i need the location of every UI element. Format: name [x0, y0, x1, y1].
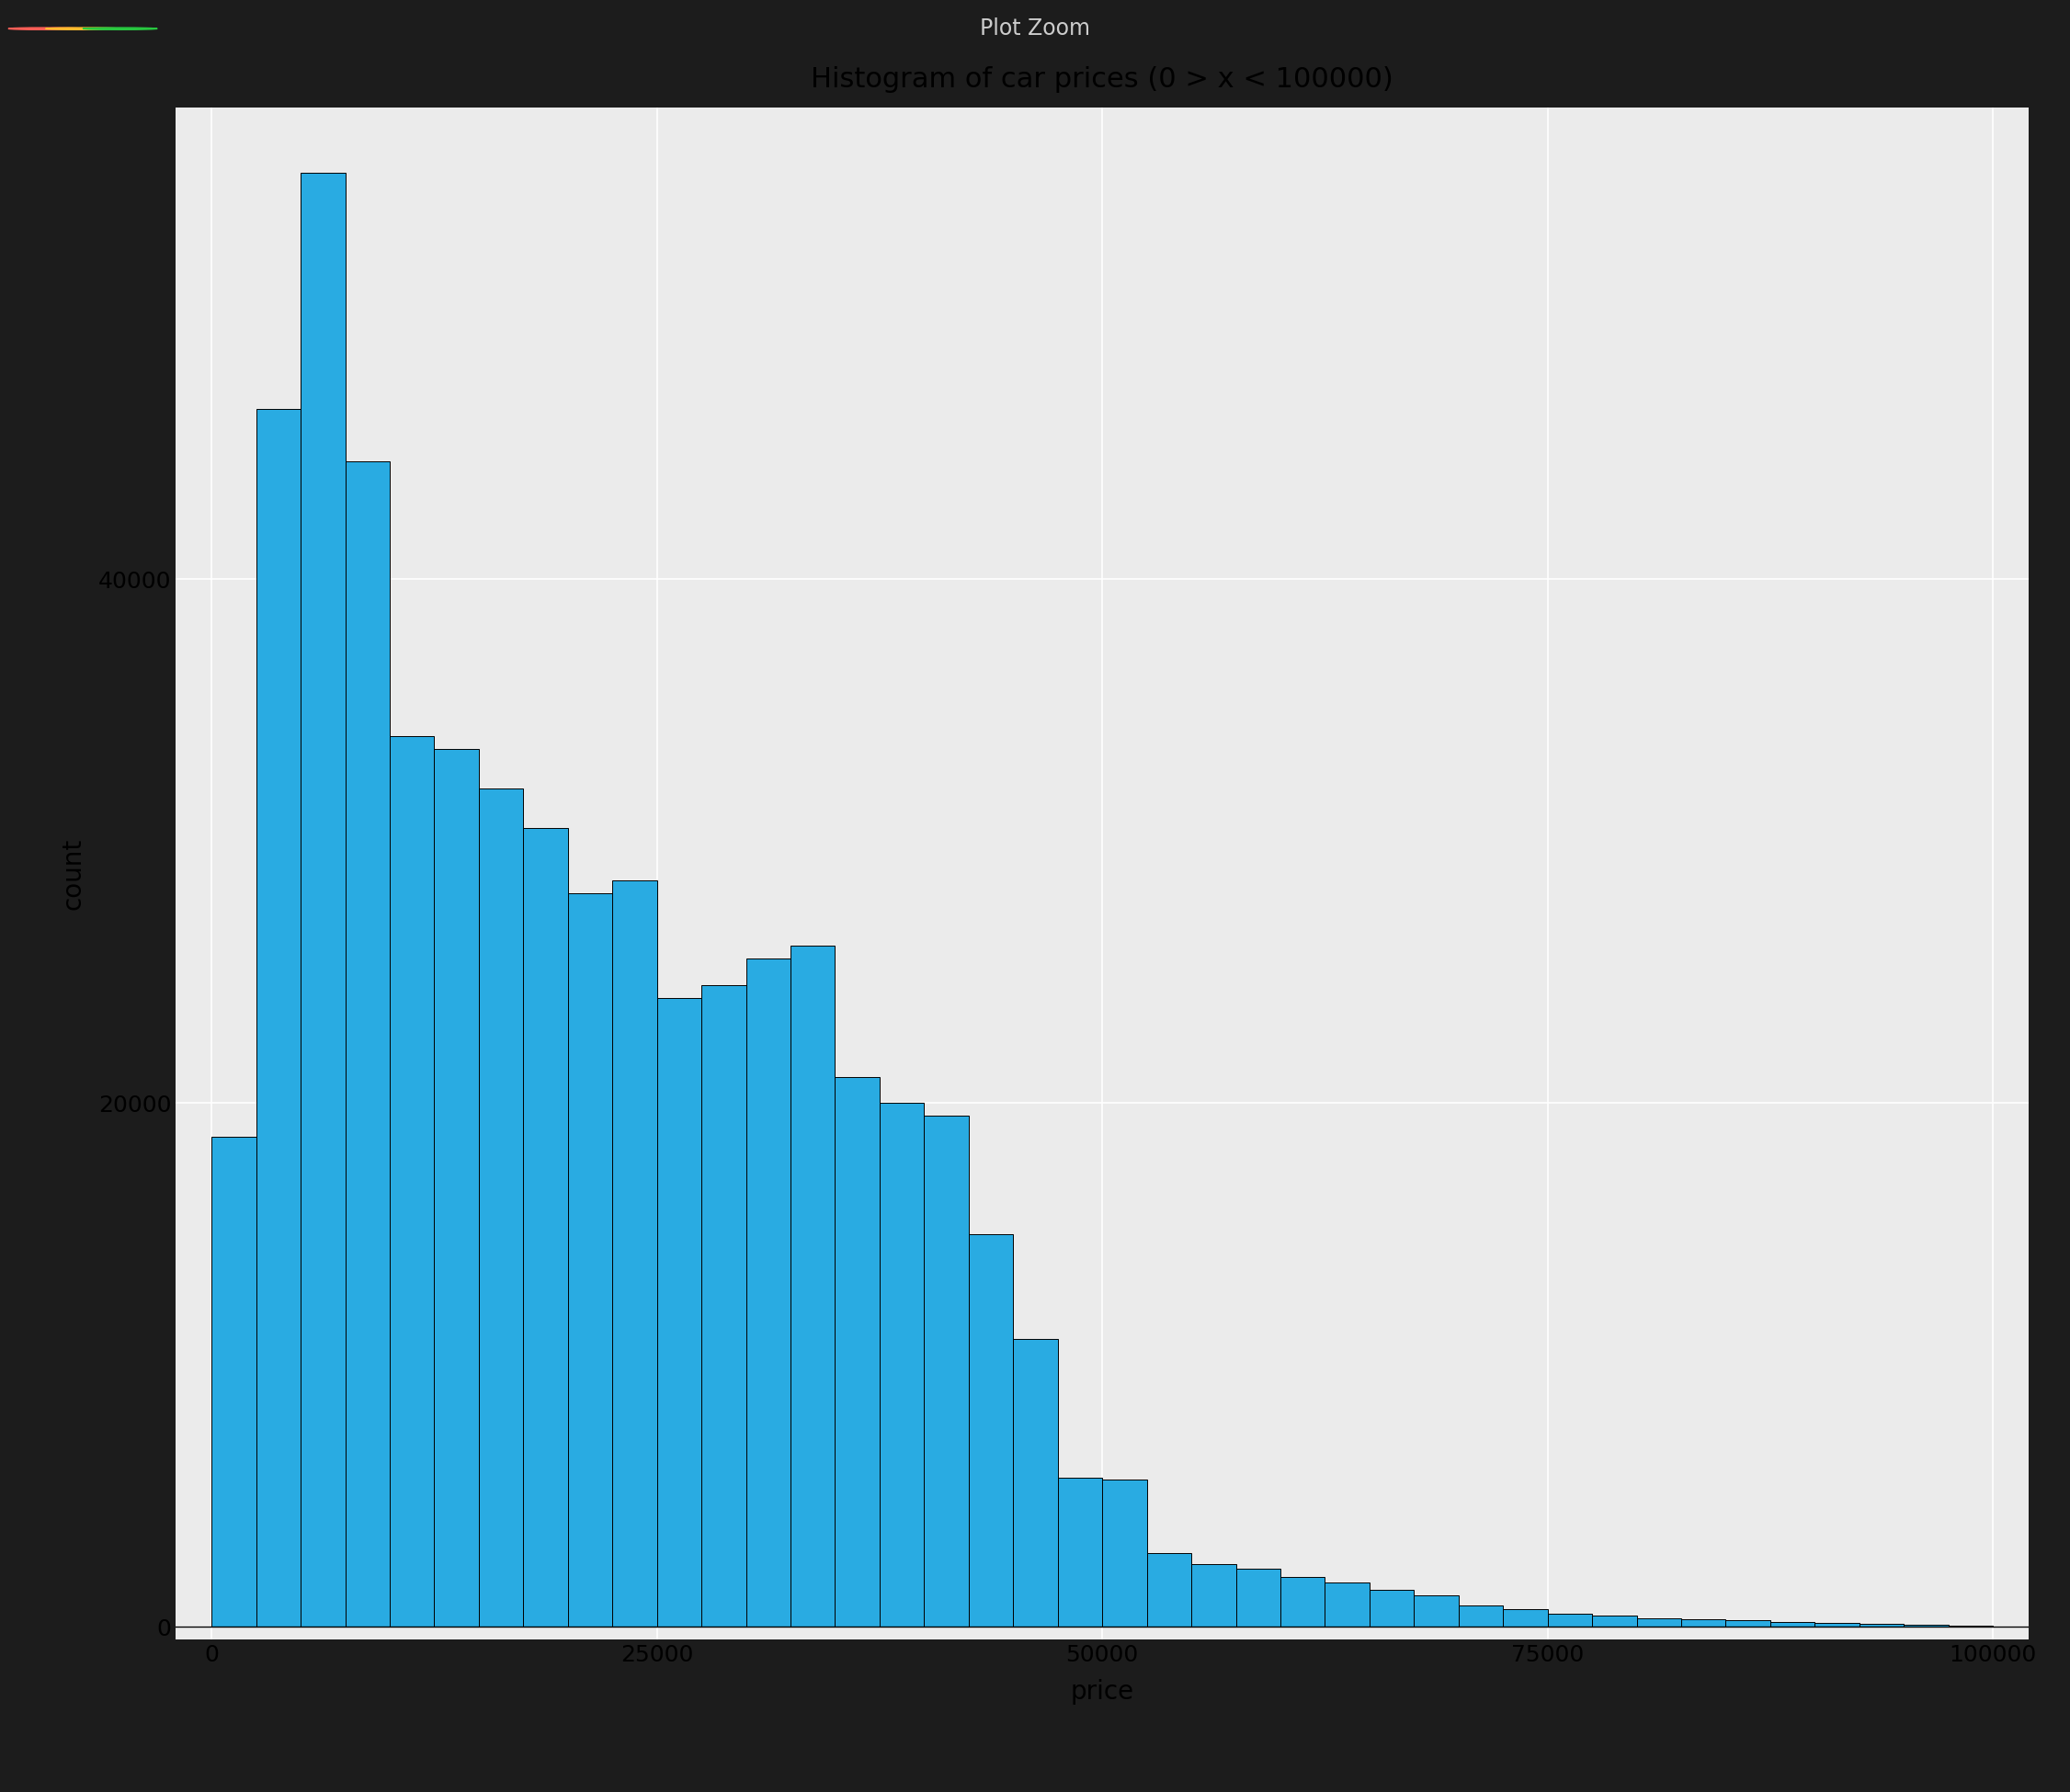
Y-axis label: count: count — [60, 837, 85, 910]
Bar — [1147, 1554, 1192, 1627]
Bar — [1503, 1609, 1548, 1627]
Bar — [613, 880, 656, 1627]
Bar — [1592, 1615, 1637, 1627]
Bar — [435, 749, 478, 1627]
Bar — [1192, 1564, 1236, 1627]
Bar — [1058, 1477, 1103, 1627]
Bar — [1637, 1618, 1681, 1627]
Title: Histogram of car prices (0 > x < 100000): Histogram of car prices (0 > x < 100000) — [811, 66, 1393, 93]
Bar — [834, 1077, 880, 1627]
Bar — [923, 1116, 969, 1627]
Bar — [745, 959, 791, 1627]
Bar — [211, 1136, 257, 1627]
Bar — [1414, 1595, 1459, 1627]
Bar — [1281, 1577, 1325, 1627]
Bar — [389, 737, 435, 1627]
Circle shape — [8, 27, 83, 30]
Bar — [1103, 1480, 1147, 1627]
Bar — [1681, 1620, 1726, 1627]
Text: Plot Zoom: Plot Zoom — [979, 18, 1091, 39]
Bar — [1370, 1590, 1414, 1627]
Bar — [656, 998, 702, 1627]
Bar — [478, 788, 524, 1627]
Bar — [346, 461, 389, 1627]
Bar — [1548, 1615, 1592, 1627]
Bar — [791, 946, 834, 1627]
Bar — [1770, 1622, 1815, 1627]
Bar — [1726, 1620, 1770, 1627]
Bar — [880, 1102, 923, 1627]
Bar — [1904, 1625, 1948, 1627]
X-axis label: price: price — [1070, 1679, 1134, 1704]
Bar — [1459, 1606, 1503, 1627]
Bar — [1815, 1624, 1859, 1627]
Bar — [300, 174, 346, 1627]
Bar — [1236, 1570, 1281, 1627]
Bar — [1012, 1339, 1058, 1627]
Bar — [702, 986, 745, 1627]
Circle shape — [83, 27, 157, 30]
Bar — [1325, 1582, 1370, 1627]
Bar — [524, 828, 567, 1627]
Bar — [969, 1233, 1012, 1627]
Bar — [567, 892, 613, 1627]
Bar — [257, 409, 300, 1627]
Circle shape — [46, 27, 120, 30]
Bar — [1859, 1624, 1904, 1627]
